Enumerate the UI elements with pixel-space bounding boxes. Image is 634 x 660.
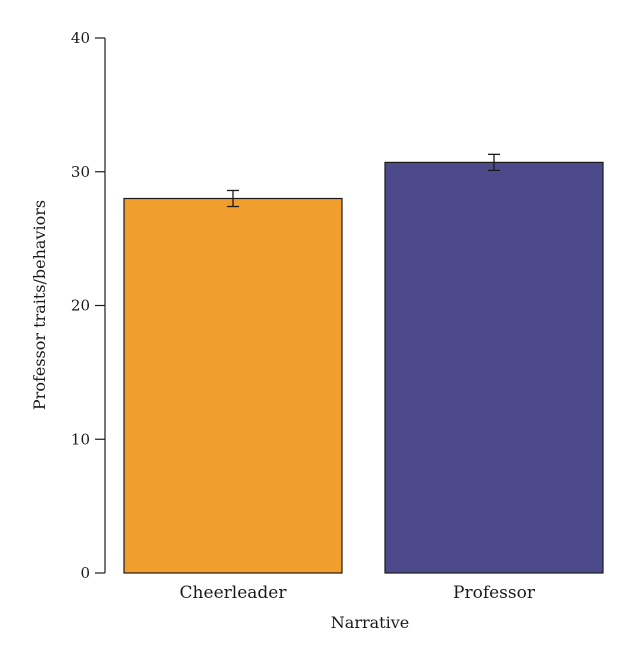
y-tick-label: 30 xyxy=(71,163,90,181)
y-tick-label: 10 xyxy=(71,430,90,448)
error-bars xyxy=(227,153,500,208)
y-tick-label: 0 xyxy=(80,564,90,582)
bars xyxy=(123,161,604,574)
x-axis-title: Narrative xyxy=(331,613,409,632)
y-tick-label: 20 xyxy=(71,297,90,315)
error-bar-professor xyxy=(488,153,500,172)
error-bar-cheerleader xyxy=(227,189,239,208)
y-axis-title: Professor traits/behaviors xyxy=(30,200,49,410)
x-tick-labels: Cheerleader Professor xyxy=(180,583,536,603)
y-axis: 0 10 20 30 40 xyxy=(71,29,106,582)
y-tick-label: 40 xyxy=(71,29,90,47)
bar-professor xyxy=(384,161,604,574)
bar-cheerleader xyxy=(123,197,343,574)
x-tick-label-professor: Professor xyxy=(453,583,536,603)
x-tick-label-cheerleader: Cheerleader xyxy=(180,583,288,603)
